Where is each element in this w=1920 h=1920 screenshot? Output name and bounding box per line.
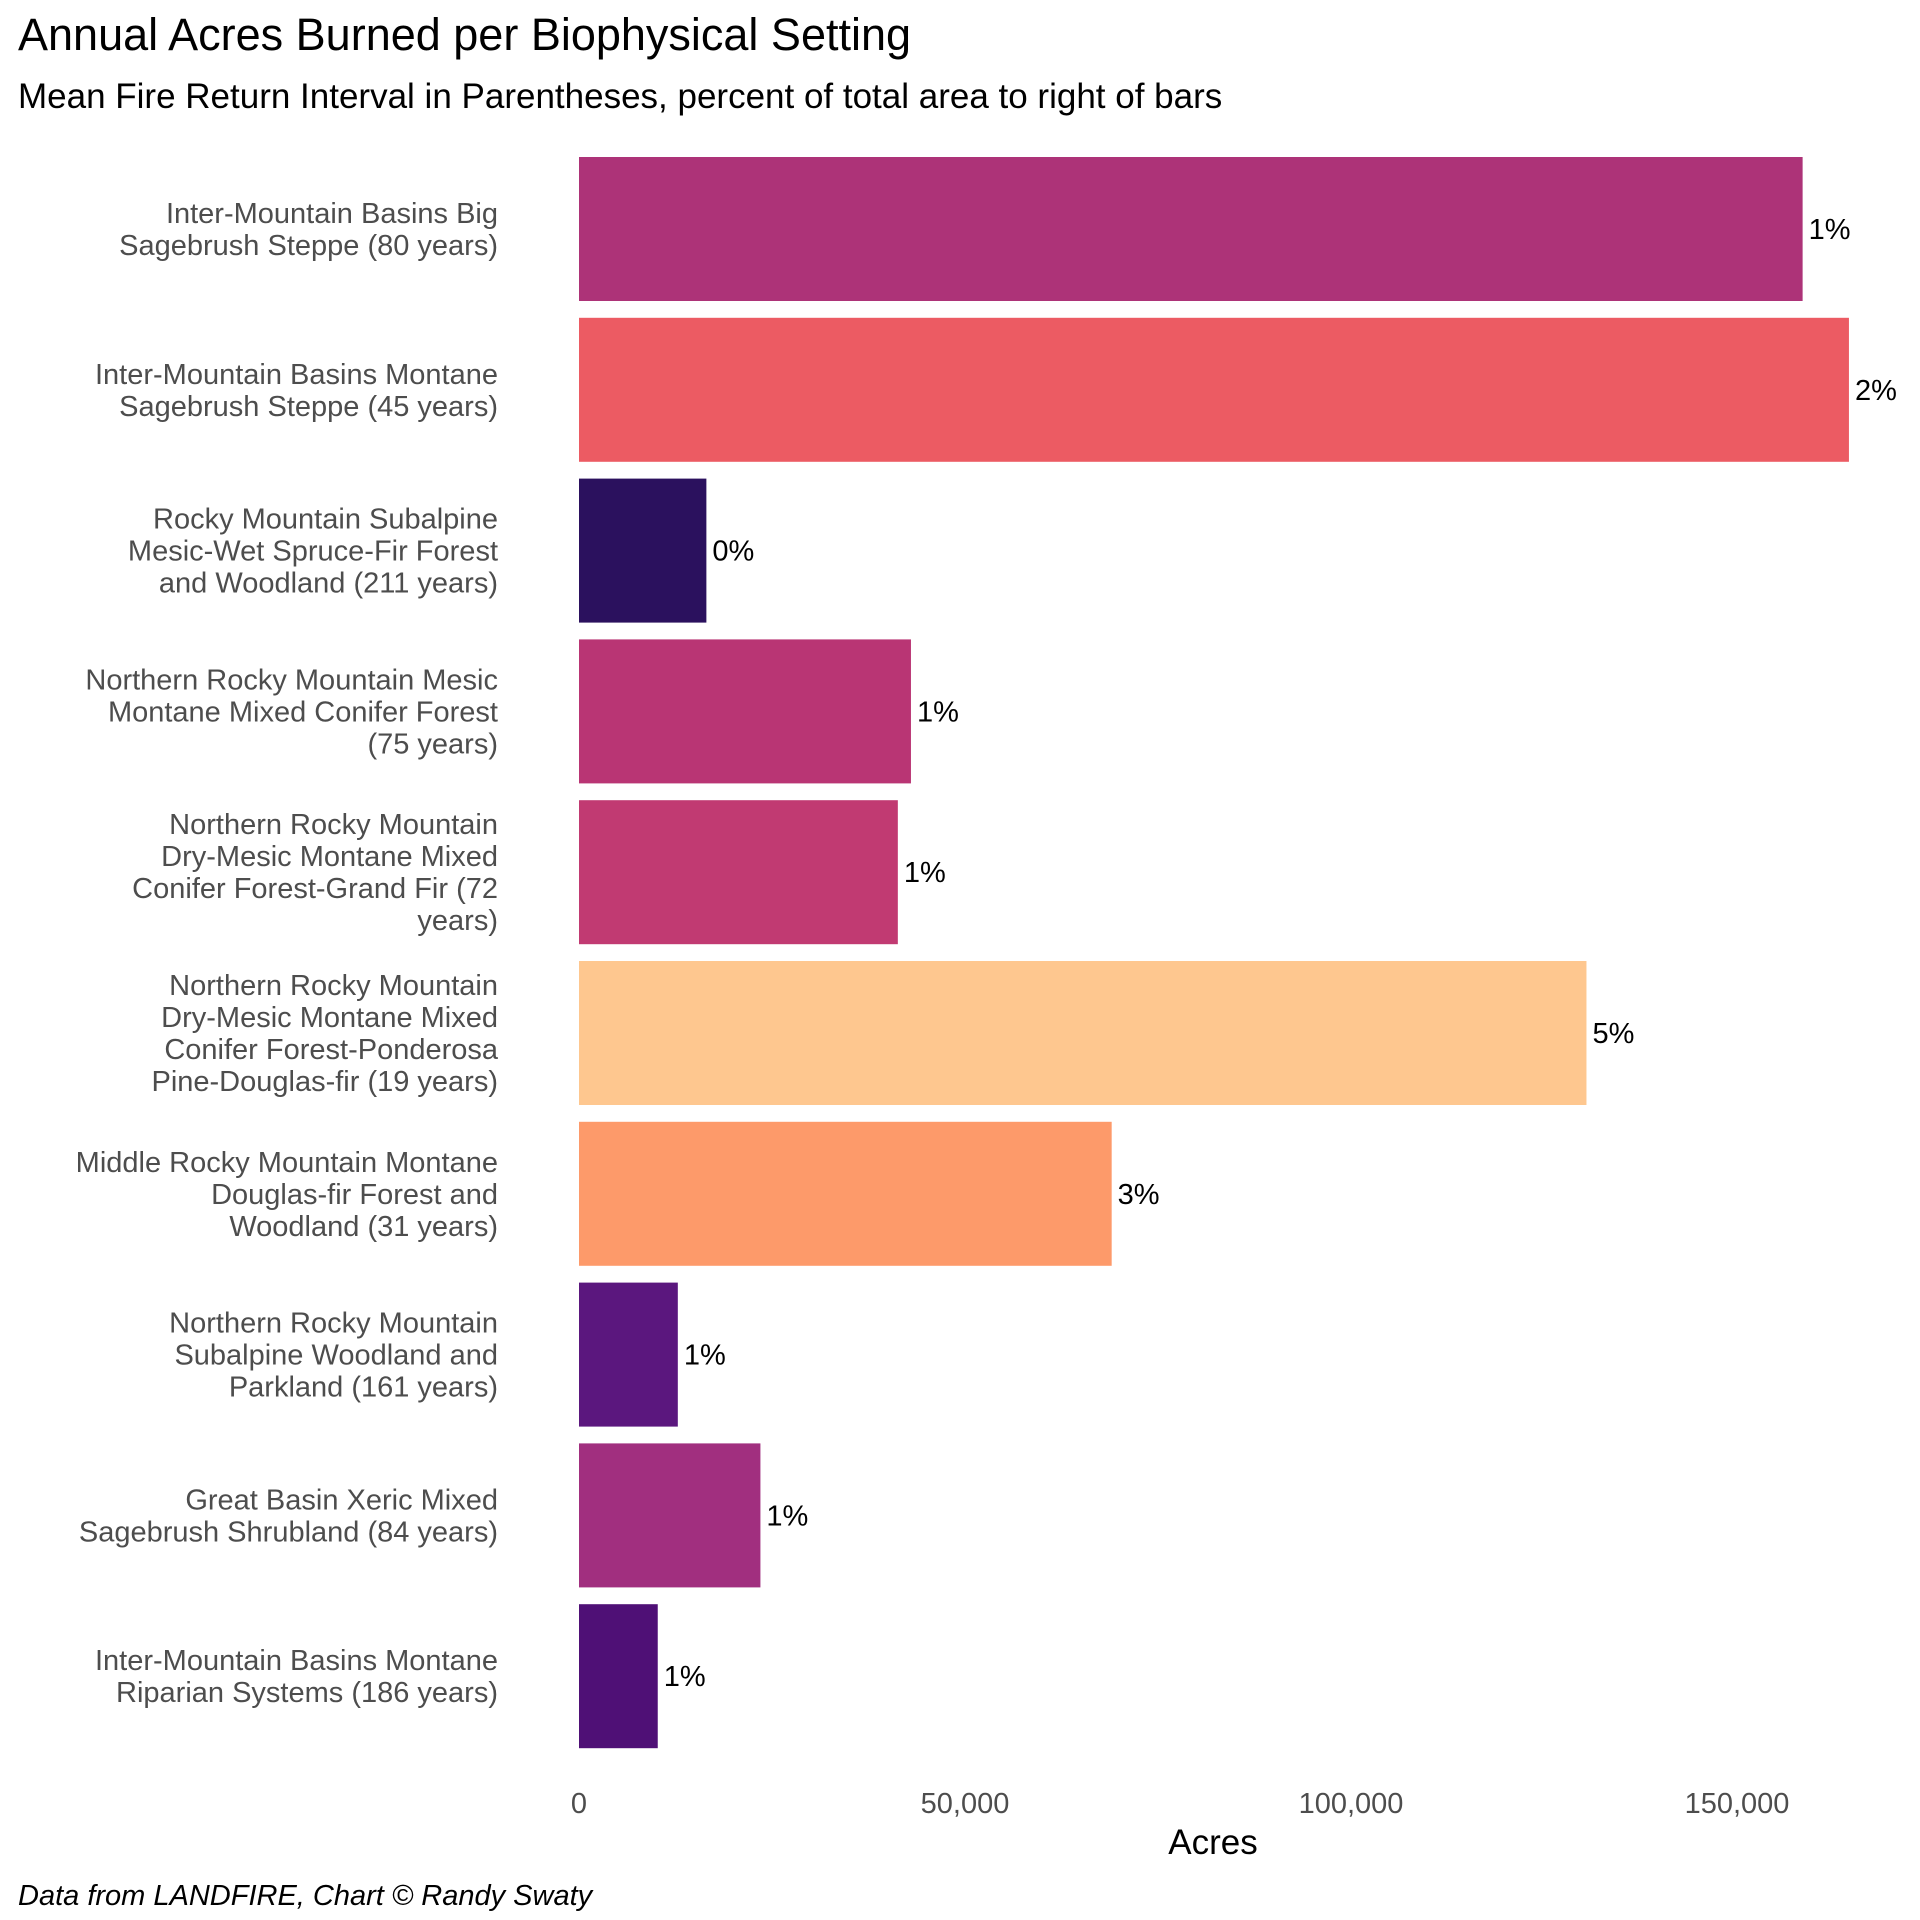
percent-labels-group: 1% 2% 0% 1% 1% 5% 3% 1% 1% 1% xyxy=(664,214,1897,1693)
category-label-line: Sagebrush Shrubland (84 years) xyxy=(79,1516,498,1548)
category-label-line: Parkland (161 years) xyxy=(229,1372,498,1404)
x-tick-label: 150,000 xyxy=(1685,1788,1790,1820)
category-label-line: Subalpine Woodland and xyxy=(174,1340,498,1372)
x-axis-title: Acres xyxy=(1168,1823,1257,1862)
chart-subtitle: Mean Fire Return Interval in Parentheses… xyxy=(18,77,1222,116)
bar xyxy=(579,800,898,945)
bar xyxy=(579,1121,1112,1266)
bar-percent-label: 1% xyxy=(917,696,959,728)
bar xyxy=(579,478,707,623)
category-label-line: Northern Rocky Mountain Mesic xyxy=(85,664,498,696)
category-label: Northern Rocky Mountain Mesic Montane Mix… xyxy=(85,664,498,760)
category-labels-group: Inter-Mountain Basins Big Sagebrush Stepp… xyxy=(76,198,499,1709)
x-tick-label: 100,000 xyxy=(1299,1788,1404,1820)
category-label-line: Conifer Forest-Ponderosa xyxy=(164,1034,499,1066)
category-label-line: Inter-Mountain Basins Montane xyxy=(95,1645,498,1677)
bar xyxy=(579,157,1803,301)
category-label-line: Northern Rocky Mountain xyxy=(169,970,498,1002)
chart-title: Annual Acres Burned per Biophysical Sett… xyxy=(18,9,911,60)
category-label-line: Mesic-Wet Spruce-Fir Forest xyxy=(128,536,498,568)
category-label-line: Douglas-fir Forest and xyxy=(211,1179,498,1211)
category-label-line: Dry-Mesic Montane Mixed xyxy=(161,1002,498,1034)
category-label: Northern Rocky Mountain Dry-Mesic Montane… xyxy=(132,809,498,937)
category-label-line: Inter-Mountain Basins Big xyxy=(166,198,498,230)
category-label-line: Great Basin Xeric Mixed xyxy=(185,1484,498,1516)
category-label-line: Northern Rocky Mountain xyxy=(169,809,498,841)
category-label-line: Rocky Mountain Subalpine xyxy=(153,504,498,536)
category-label-line: Northern Rocky Mountain xyxy=(169,1308,498,1340)
bar-percent-label: 1% xyxy=(766,1500,808,1532)
bar xyxy=(579,1282,678,1427)
category-label-line: Woodland (31 years) xyxy=(229,1211,498,1243)
bar xyxy=(579,1604,658,1749)
bar xyxy=(579,639,911,784)
bar xyxy=(579,317,1849,462)
category-label-line: Middle Rocky Mountain Montane xyxy=(76,1147,498,1179)
bar-percent-label: 2% xyxy=(1855,375,1897,407)
category-label-line: (75 years) xyxy=(367,728,498,760)
category-label-line: Conifer Forest-Grand Fir (72 xyxy=(132,873,498,905)
x-tick-label: 50,000 xyxy=(921,1788,1010,1820)
category-label-line: Montane Mixed Conifer Forest xyxy=(108,696,498,728)
bar-percent-label: 1% xyxy=(664,1661,706,1693)
category-label-line: Sagebrush Steppe (45 years) xyxy=(119,391,498,423)
chart-caption: Data from LANDFIRE, Chart © Randy Swaty xyxy=(18,1880,594,1912)
category-label: Inter-Mountain Basins Montane Sagebrush S… xyxy=(95,359,498,423)
category-label-line: Sagebrush Steppe (80 years) xyxy=(119,230,498,262)
bar-percent-label: 1% xyxy=(1809,214,1851,246)
bar xyxy=(579,961,1587,1105)
category-label: Rocky Mountain Subalpine Mesic-Wet Spruce… xyxy=(128,504,498,600)
x-tick-label: 0 xyxy=(571,1788,587,1820)
category-label-line: and Woodland (211 years) xyxy=(159,568,498,600)
category-label: Inter-Mountain Basins Big Sagebrush Stepp… xyxy=(119,198,498,262)
category-label-line: years) xyxy=(417,905,498,937)
x-axis-ticks-group: 0 50,000 100,000 150,000 xyxy=(571,1788,1789,1820)
bar-percent-label: 1% xyxy=(684,1340,726,1372)
category-label-line: Inter-Mountain Basins Montane xyxy=(95,359,498,391)
bar xyxy=(579,1443,761,1588)
category-label: Inter-Mountain Basins Montane Riparian Sy… xyxy=(95,1645,498,1709)
category-label-line: Riparian Systems (186 years) xyxy=(116,1677,498,1709)
bar-percent-label: 3% xyxy=(1118,1179,1160,1211)
category-label: Northern Rocky Mountain Dry-Mesic Montane… xyxy=(151,970,498,1098)
category-label: Middle Rocky Mountain Montane Douglas-fir… xyxy=(76,1147,498,1243)
category-label-line: Dry-Mesic Montane Mixed xyxy=(161,841,498,873)
bar-percent-label: 0% xyxy=(712,536,754,568)
category-label: Great Basin Xeric Mixed Sagebrush Shrubla… xyxy=(79,1484,498,1548)
category-label-line: Pine-Douglas-fir (19 years) xyxy=(151,1066,498,1098)
bars-group xyxy=(579,157,1849,1749)
bar-percent-label: 1% xyxy=(904,857,946,889)
bar-percent-label: 5% xyxy=(1592,1018,1634,1050)
category-label: Northern Rocky Mountain Subalpine Woodlan… xyxy=(169,1308,498,1404)
